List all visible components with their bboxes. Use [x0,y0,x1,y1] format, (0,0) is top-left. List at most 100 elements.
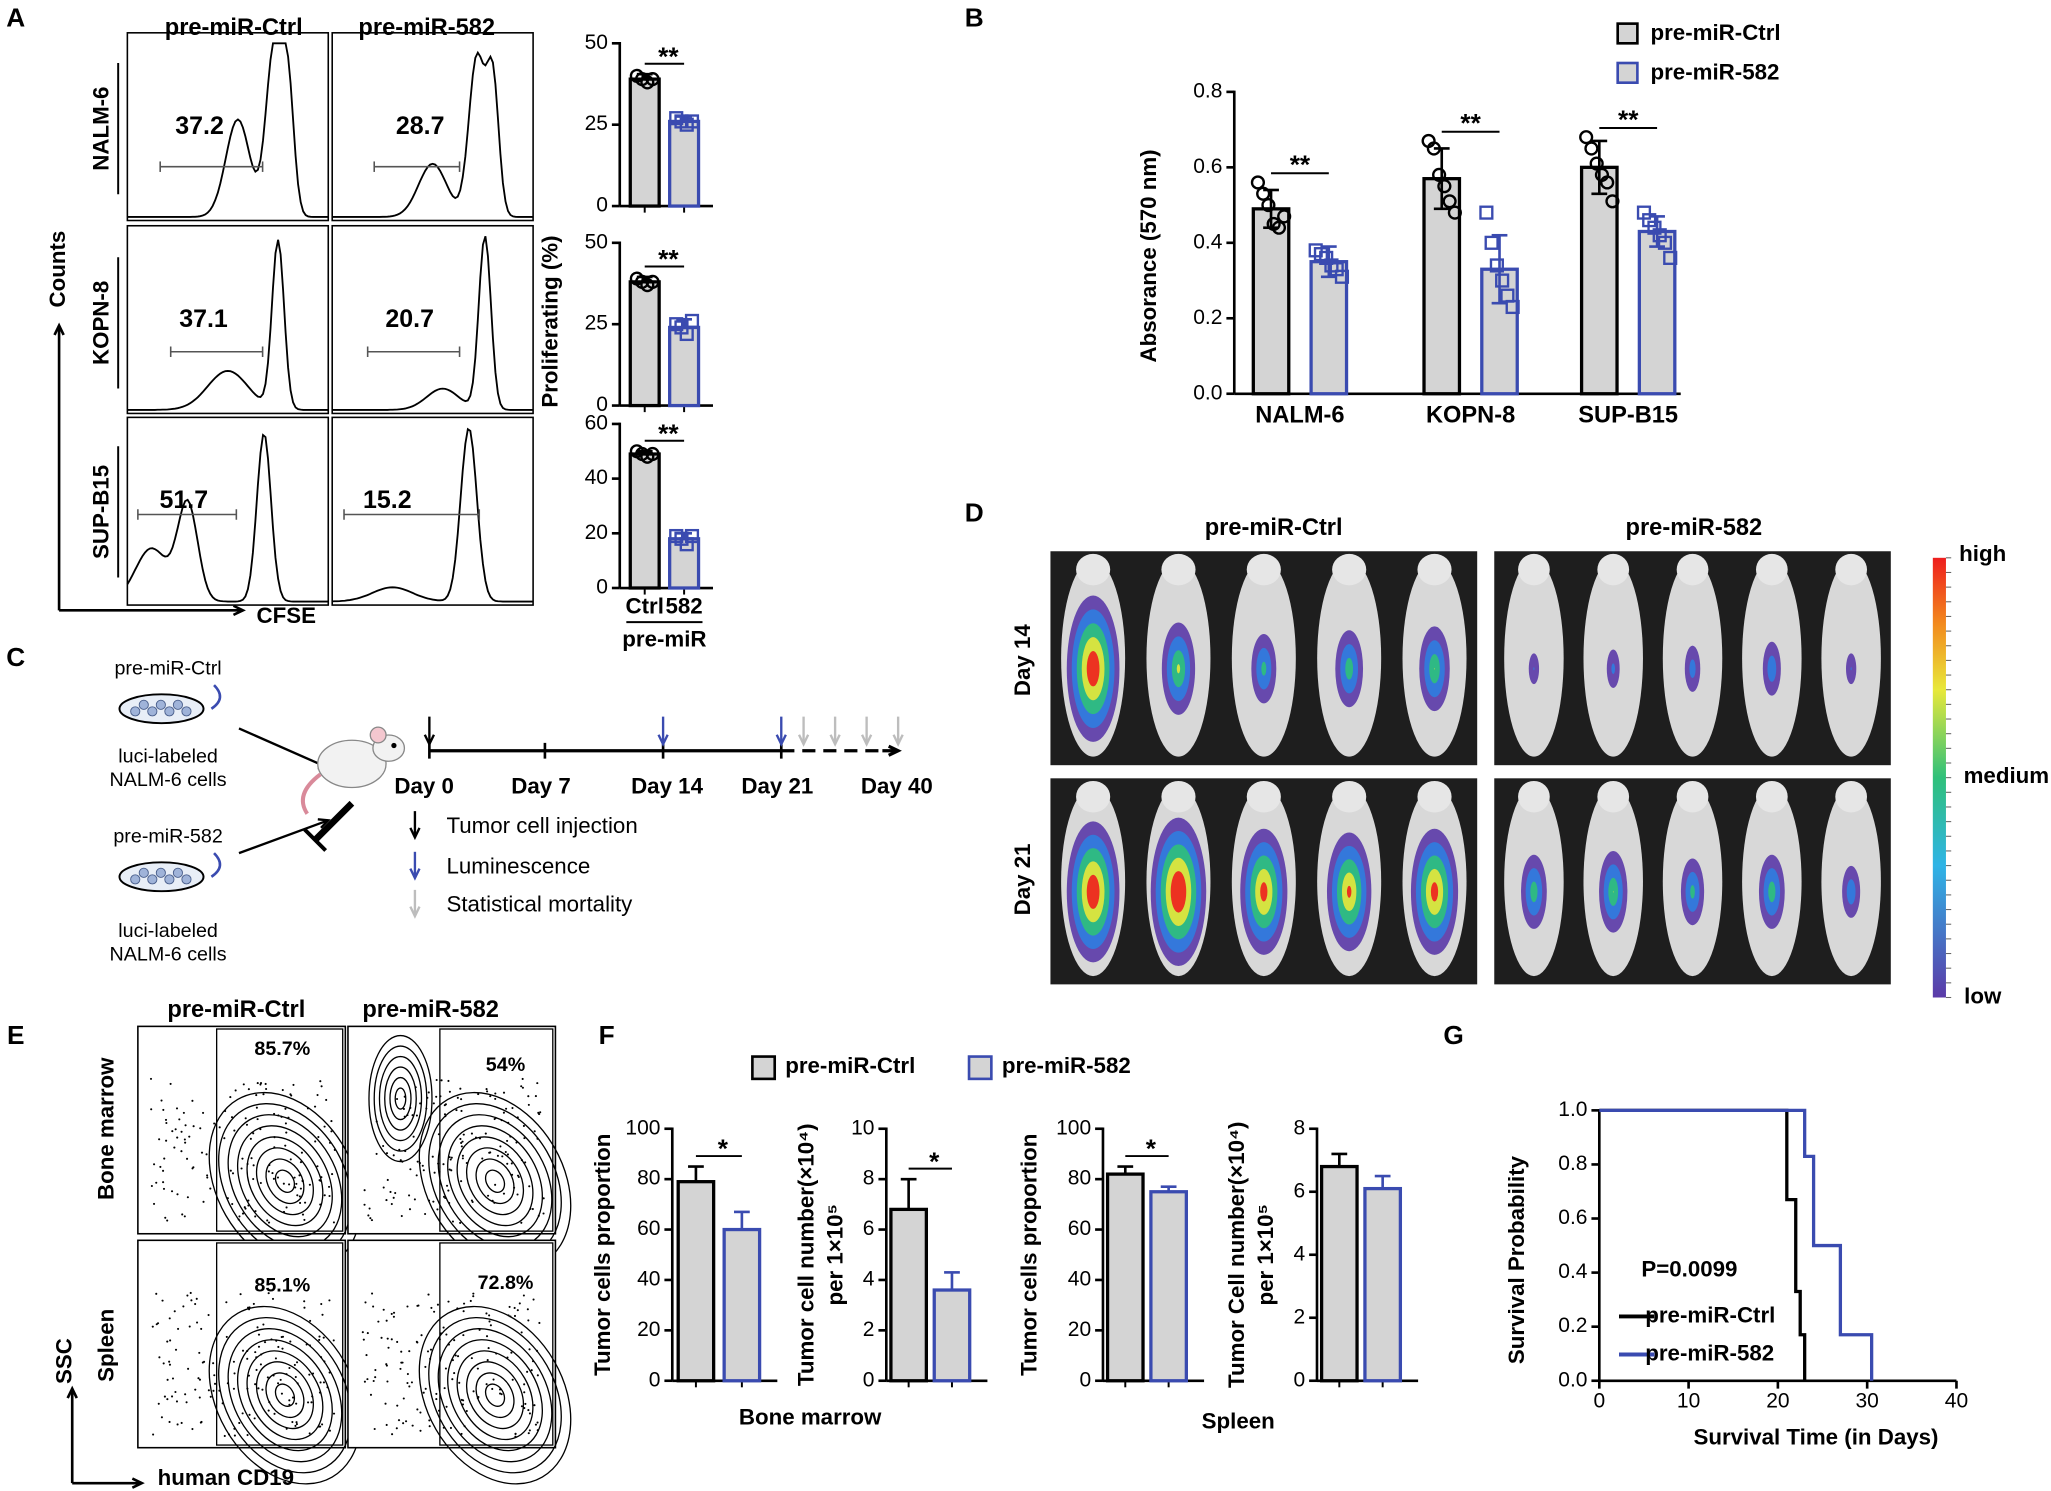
bar [1149,1190,1188,1383]
event-dot [396,1340,399,1344]
event-dot [157,1402,160,1405]
gate-value: 15.2 [363,486,412,514]
y-tick-label: 0 [649,1368,661,1391]
event-dot [531,1207,534,1211]
event-dot [296,1361,299,1364]
mouse-head [1597,553,1630,586]
event-dot [514,1432,517,1435]
histogram-frame [126,416,330,606]
event-dot [485,1335,489,1338]
row-label: Day 14 [1010,624,1035,696]
event-dot [532,1298,535,1301]
event-dot [443,1104,446,1107]
gate [215,1242,344,1446]
event-dot [385,1364,388,1367]
event-dot [254,1210,257,1213]
event-dot [542,1197,545,1200]
event-dot [247,1088,250,1091]
event-dot [422,1391,425,1394]
gate [439,1028,554,1232]
event-dot [501,1155,504,1158]
event-dot [401,1361,404,1364]
event-dot [459,1087,462,1090]
data-point [1579,130,1594,145]
event-dot [288,1366,291,1370]
event-dot [213,1122,216,1125]
y-tick-label: 100 [1056,1116,1091,1139]
day-label: Day 7 [511,773,571,798]
event-dot [448,1168,451,1171]
event-dot [436,1303,439,1306]
event-dot [489,1324,492,1327]
mouse-head [1676,780,1709,813]
event-dot [294,1375,297,1379]
event-dot [254,1351,257,1354]
event-dot [178,1118,181,1121]
cell-label: luci-labeled [118,746,218,768]
event-dot [419,1102,422,1105]
event-dot [248,1413,251,1416]
signal [1611,663,1616,675]
event-dot [485,1312,488,1315]
row-label: Day 21 [1010,843,1035,915]
signal [1612,891,1614,893]
event-dot [365,1354,368,1357]
event-dot [523,1383,526,1386]
mouse-head [1076,780,1111,813]
event-dot [533,1404,536,1407]
cell [164,874,175,885]
event-dot [316,1165,319,1168]
event-dot [194,1388,197,1391]
data-point [645,446,660,462]
data-point [684,313,700,329]
contour [274,1169,296,1193]
y-axis-label: Tumor Cell number(×10⁴) [1224,1122,1249,1388]
event-dot [319,1381,322,1384]
event-dot [472,1292,475,1295]
event-dot [279,1378,282,1381]
cell [130,874,141,885]
event-dot [165,1139,168,1142]
event-dot [469,1299,472,1303]
event-dot [448,1090,451,1093]
row-label: Spleen [94,1309,119,1382]
event-dot [451,1359,454,1362]
event-dot [246,1357,249,1360]
event-dot [450,1169,453,1172]
arrow-head [892,734,904,747]
data-point [679,326,694,342]
event-dot [390,1338,393,1341]
legend-swatch [967,1055,993,1081]
mouse-head [1161,553,1196,586]
event-dot [502,1091,506,1094]
event-dot [539,1111,542,1114]
event-dot [277,1345,280,1349]
event-dot [183,1138,186,1141]
signal [1086,874,1100,909]
event-dot [290,1094,293,1097]
event-dot [182,1111,185,1114]
histogram-frame [331,224,534,415]
mouse-head [1755,553,1788,586]
event-dot [510,1351,513,1354]
mouse-head [1332,553,1367,586]
event-dot [285,1131,288,1134]
event-dot [453,1372,456,1375]
event-dot [374,1368,377,1372]
event-dot [155,1292,158,1295]
event-dot [150,1108,153,1111]
x-tick-label: 20 [1766,1389,1789,1412]
event-dot [488,1314,491,1317]
mouse-head [1676,553,1709,586]
event-dot [424,1387,427,1390]
y-tick-label: 0.6 [1193,155,1222,178]
significance: * [718,1134,729,1164]
arrow-head [887,744,902,757]
event-dot [267,1292,270,1295]
y-tick-label: 0.8 [1558,1152,1587,1175]
event-dot [232,1360,235,1363]
event-dot [485,1383,488,1386]
panel-letter: F [599,1020,615,1050]
event-dot [458,1381,461,1384]
event-dot [400,1350,403,1353]
